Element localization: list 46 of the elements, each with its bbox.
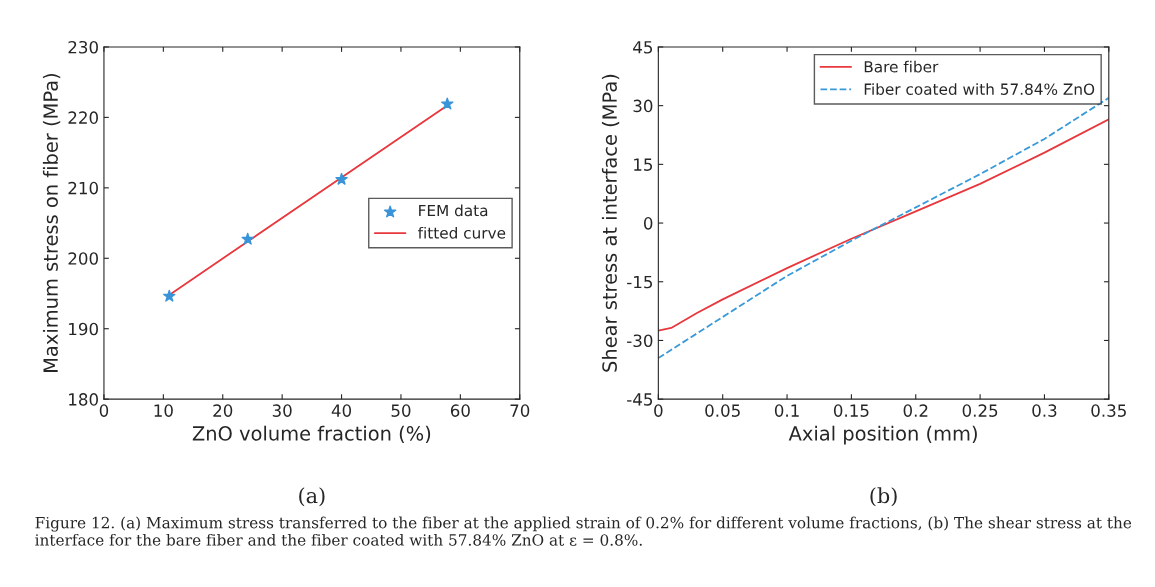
legend-label: FEM data bbox=[419, 204, 488, 217]
y-tick-label: 0 bbox=[643, 217, 653, 230]
point bbox=[241, 232, 254, 245]
x-tick-label: 0.05 bbox=[705, 404, 740, 417]
y-tick-label: 15 bbox=[634, 158, 653, 171]
x-tick-label: 0.35 bbox=[1091, 404, 1126, 417]
x-tick-label: 30 bbox=[272, 404, 292, 417]
point bbox=[441, 97, 454, 110]
y-tick-label: 180 bbox=[69, 393, 98, 406]
point bbox=[335, 172, 348, 185]
y-axis-title: Maximum stress on fiber (MPa) bbox=[42, 73, 61, 372]
text: (b) bbox=[870, 487, 897, 507]
x-axis-title: Axial position (mm) bbox=[788, 425, 977, 445]
x-tick-label: 0.1 bbox=[774, 404, 799, 417]
x-tick-label: 0 bbox=[99, 404, 109, 417]
x-tick-label: 0 bbox=[654, 404, 663, 417]
y-tick-label: 210 bbox=[68, 181, 98, 195]
legend-label: Fiber coated with 57.84% ZnO bbox=[864, 83, 1095, 95]
x-tick-label: 20 bbox=[213, 404, 233, 417]
y-tick-label: -30 bbox=[627, 334, 653, 348]
x-axis-title: ZnO volume fraction (%) bbox=[192, 425, 431, 444]
caption: Figure 12. (a) Maximum stress transferred to the fiber at the applied strain of 0.2% for different volume fractions, (b) The shear stress at the interface for the bare fiber and the fiber coated with 57.84% ZnO at ε = 0.8%. bbox=[35, 516, 1132, 546]
text: (a) bbox=[299, 487, 325, 507]
y-tick-label: 45 bbox=[633, 41, 653, 54]
legend-label: Bare fiber bbox=[864, 60, 939, 73]
line-series bbox=[658, 96, 1109, 359]
point bbox=[163, 289, 176, 302]
x-tick-label: 10 bbox=[154, 404, 173, 417]
y-axis-title: Shear stress at interface (MPa) bbox=[601, 74, 620, 372]
y-tick-label: 30 bbox=[633, 99, 653, 113]
y-tick-label: -45 bbox=[627, 393, 653, 406]
y-tick-label: 190 bbox=[69, 322, 98, 336]
x-tick-label: 0.15 bbox=[833, 404, 869, 417]
x-tick-label: 0.2 bbox=[903, 404, 928, 417]
y-tick-label: 230 bbox=[68, 40, 98, 54]
x-tick-label: 40 bbox=[331, 404, 352, 417]
y-tick-label: 200 bbox=[68, 252, 98, 265]
x-tick-label: 70 bbox=[510, 404, 530, 417]
y-tick-label: -15 bbox=[627, 275, 653, 289]
y-tick-label: 220 bbox=[68, 111, 98, 124]
x-tick-label: 0.3 bbox=[1032, 404, 1057, 417]
x-tick-label: 50 bbox=[391, 404, 411, 417]
x-tick-label: 60 bbox=[450, 404, 470, 417]
legend-label: fitted curve bbox=[417, 226, 506, 239]
x-tick-label: 0.25 bbox=[962, 404, 998, 417]
line-series bbox=[658, 118, 1109, 332]
